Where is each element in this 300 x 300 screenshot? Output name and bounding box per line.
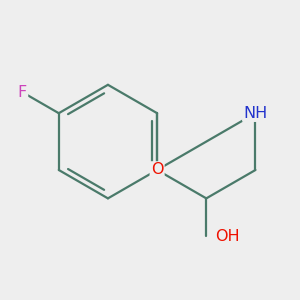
Text: OH: OH [215, 229, 240, 244]
Text: O: O [151, 163, 164, 178]
Text: NH: NH [243, 106, 268, 121]
Text: F: F [18, 85, 27, 100]
